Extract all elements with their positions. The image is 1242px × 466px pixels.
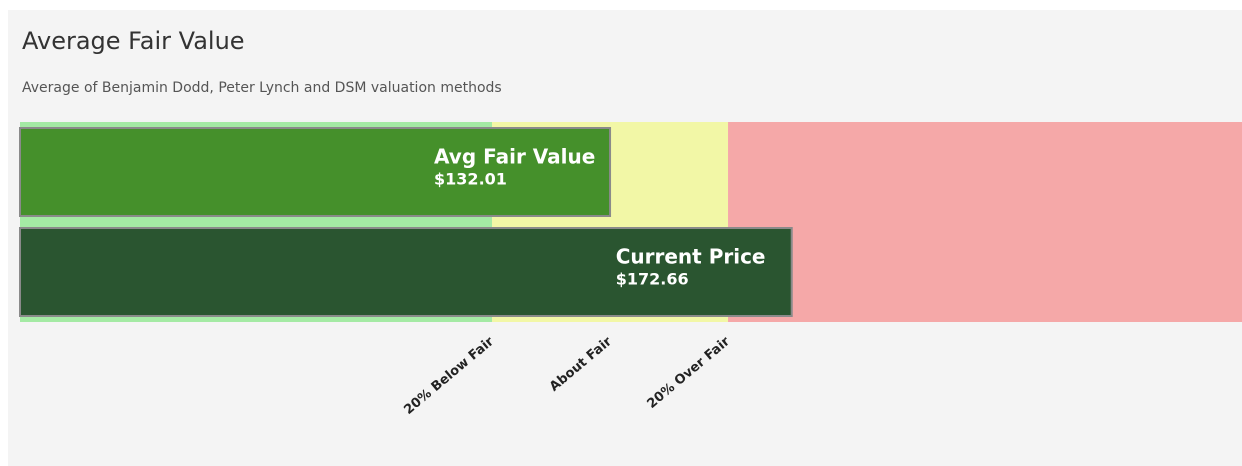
bar-value-label: $132.01: [434, 170, 507, 189]
bar-value-label: $172.66: [616, 270, 689, 289]
bar-name: Current Price: [616, 245, 766, 269]
bar-name: Avg Fair Value: [434, 145, 595, 169]
chart-title: Average Fair Value: [22, 27, 245, 55]
zone-band: [728, 122, 1242, 322]
chart-subtitle: Average of Benjamin Dodd, Peter Lynch an…: [22, 80, 502, 96]
bar: [19, 127, 612, 217]
bar: [19, 227, 793, 317]
